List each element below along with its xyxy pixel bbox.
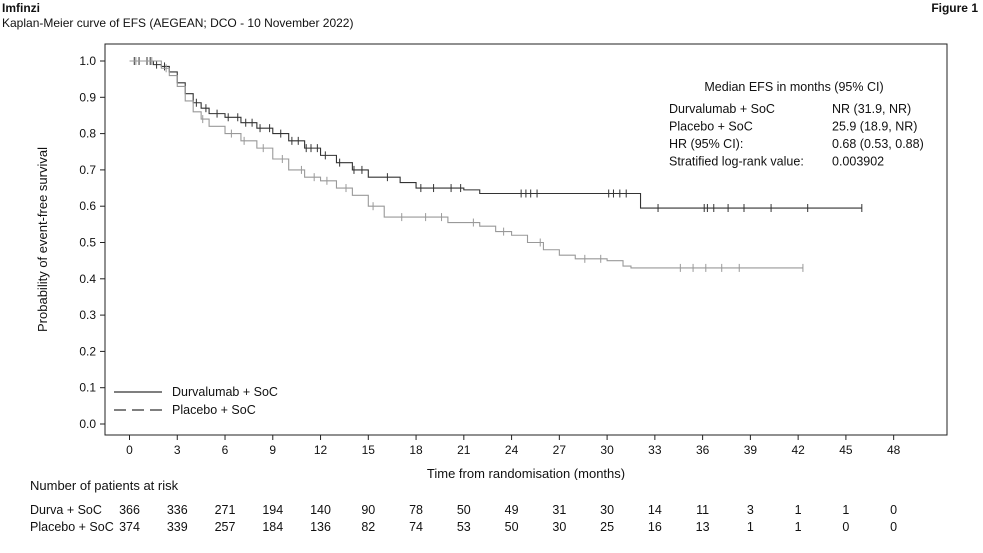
- risk-row: Durva + SoC 366 336 271 194 140 90 78 50 49 31 30 14…: [0, 503, 983, 519]
- y-tick-label: 0.1: [79, 381, 96, 395]
- annotation-row-value: 0.68 (0.53, 0.88): [832, 137, 924, 151]
- risk-count: 49: [504, 503, 519, 517]
- legend-label: Durvalumab + SoC: [172, 385, 278, 399]
- risk-count: 78: [409, 503, 423, 517]
- x-tick-label: 30: [600, 443, 614, 457]
- x-tick-label: 36: [696, 443, 710, 457]
- risk-count: 31: [552, 503, 567, 517]
- risk-count: 136: [310, 520, 331, 534]
- x-tick-label: 18: [409, 443, 423, 457]
- annotation-row-label: HR (95% CI):: [669, 137, 743, 151]
- x-tick-label: 27: [553, 443, 567, 457]
- risk-count: 374: [119, 520, 140, 534]
- y-tick-label: 1.0: [79, 54, 96, 68]
- risk-count: 1: [746, 520, 754, 534]
- risk-count: 0: [842, 520, 850, 534]
- y-tick-label: 0.4: [79, 272, 96, 286]
- x-tick-label: 42: [791, 443, 805, 457]
- risk-count: 0: [890, 520, 898, 534]
- legend-label: Placebo + SoC: [172, 403, 256, 417]
- risk-count: 257: [214, 520, 236, 534]
- figure-subtitle: Kaplan-Meier curve of EFS (AEGEAN; DCO -…: [2, 16, 354, 30]
- risk-count: 11: [696, 503, 710, 517]
- risk-count: 3: [746, 503, 754, 517]
- risk-count: 271: [214, 503, 236, 517]
- x-tick-label: 24: [505, 443, 519, 457]
- annotation-row-label: Stratified log-rank value:: [669, 155, 804, 169]
- x-tick-label: 0: [126, 443, 133, 457]
- risk-count: 1: [842, 503, 850, 517]
- placebo-curve: [129, 60, 803, 269]
- x-tick-label: 3: [174, 443, 181, 457]
- risk-count: 30: [552, 520, 567, 534]
- y-tick-label: 0.2: [79, 344, 96, 358]
- risk-table-title: Number of patients at risk: [30, 478, 179, 493]
- x-tick-label: 45: [839, 443, 853, 457]
- x-axis-label: Time from randomisation (months): [427, 466, 625, 480]
- risk-row-label: Durva + SoC: [30, 503, 102, 517]
- risk-count: 1: [794, 520, 802, 534]
- durvalumab-curve: [129, 60, 862, 209]
- risk-count: 184: [262, 520, 284, 534]
- risk-row-label: Placebo + SoC: [30, 520, 114, 534]
- annotation-row-label: Placebo + SoC: [669, 120, 753, 134]
- x-tick-label: 9: [269, 443, 276, 457]
- y-tick-label: 0.0: [79, 417, 96, 431]
- y-tick-label: 0.7: [79, 163, 96, 177]
- x-tick-label: 48: [887, 443, 901, 457]
- risk-count: 30: [600, 503, 615, 517]
- risk-count: 90: [361, 503, 376, 517]
- y-tick-label: 0.9: [79, 90, 96, 104]
- x-tick-label: 15: [362, 443, 376, 457]
- risk-count: 13: [695, 520, 710, 534]
- risk-count: 14: [647, 503, 662, 517]
- annotation-title: Median EFS in months (95% CI): [704, 80, 883, 94]
- x-tick-label: 12: [314, 443, 328, 457]
- risk-count: 74: [409, 520, 423, 534]
- risk-count: 1: [794, 503, 802, 517]
- risk-count: 336: [166, 503, 188, 517]
- risk-row: Placebo + SoC 374 339 257 184 136 82 74 53 50 30 25…: [0, 520, 983, 536]
- y-tick-label: 0.5: [79, 236, 96, 250]
- risk-count: 82: [361, 520, 376, 534]
- risk-count: 140: [310, 503, 331, 517]
- risk-count: 25: [600, 520, 615, 534]
- y-tick-label: 0.8: [79, 127, 96, 141]
- risk-count: 50: [456, 503, 471, 517]
- y-axis-label: Probability of event-free survival: [35, 147, 50, 332]
- annotation-row-value: NR (31.9, NR): [832, 102, 911, 116]
- header: Imfinzi Kaplan-Meier curve of EFS (AEGEA…: [2, 1, 353, 31]
- annotation-row-label: Durvalumab + SoC: [669, 102, 775, 116]
- risk-count: 339: [166, 520, 188, 534]
- risk-count: 366: [119, 503, 140, 517]
- y-tick-label: 0.6: [79, 199, 96, 213]
- x-tick-label: 6: [222, 443, 229, 457]
- annotation-row-value: 0.003902: [832, 155, 884, 169]
- risk-count: 0: [890, 503, 898, 517]
- y-tick-label: 0.3: [79, 308, 96, 322]
- risk-count: 194: [262, 503, 284, 517]
- brand-name: Imfinzi: [2, 1, 40, 15]
- x-tick-label: 39: [744, 443, 758, 457]
- km-chart: 0.00.10.20.30.40.50.60.70.80.91.00 3 6 9 12 1…: [35, 43, 948, 480]
- x-tick-label: 21: [457, 443, 471, 457]
- figure-label: Figure 1: [931, 1, 978, 15]
- risk-count: 16: [647, 520, 662, 534]
- annotation-row-value: 25.9 (18.9, NR): [832, 120, 917, 134]
- risk-count: 50: [504, 520, 519, 534]
- plot-frame: [104, 43, 948, 436]
- x-tick-label: 33: [648, 443, 662, 457]
- risk-count: 53: [456, 520, 471, 534]
